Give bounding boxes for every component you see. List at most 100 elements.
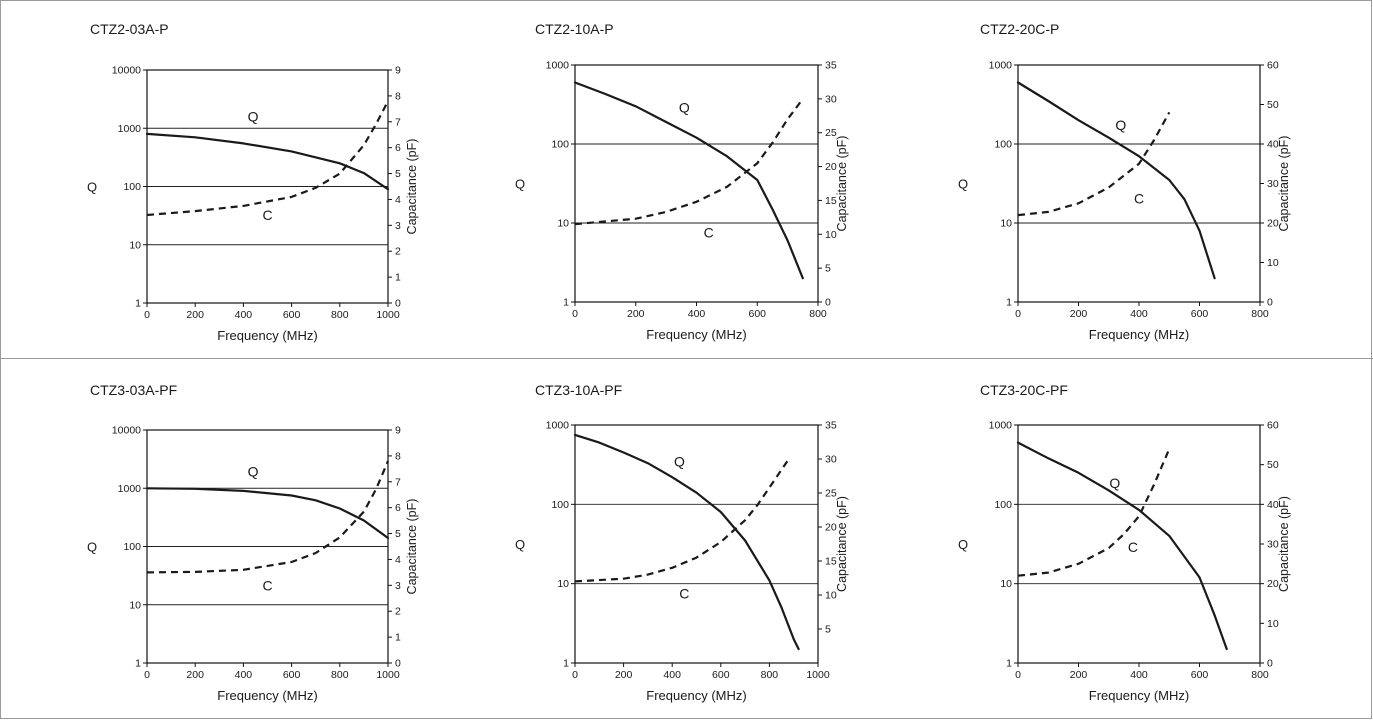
y-right-tick-label: 0 <box>825 297 831 309</box>
q-curve <box>573 81 804 280</box>
y-left-tick-label: 10 <box>557 578 569 590</box>
y-right-tick-label: 8 <box>395 450 401 462</box>
x-axis-label: Frequency (MHz) <box>217 688 317 703</box>
y-right-axis-label: Capacitance (pF) <box>835 136 849 232</box>
x-tick-label: 600 <box>712 669 730 681</box>
x-tick-label: 400 <box>235 669 253 681</box>
curve-label: Q <box>248 109 259 125</box>
x-axis-label: Frequency (MHz) <box>646 688 746 703</box>
y-left-tick-label: 1000 <box>546 60 570 72</box>
y-right-tick-label: 15 <box>825 556 837 568</box>
x-tick-label: 200 <box>186 669 204 681</box>
x-axis-label: Frequency (MHz) <box>646 327 746 342</box>
y-right-tick-label: 0 <box>1267 297 1273 309</box>
y-right-axis-label: Capacitance (pF) <box>405 499 419 595</box>
y-left-tick-label: 1 <box>135 658 141 670</box>
chart-title: CTZ2-20C-P <box>980 21 1059 37</box>
x-tick-label: 800 <box>1251 308 1269 320</box>
y-left-tick-label: 10 <box>129 239 141 251</box>
c-curve <box>146 100 389 217</box>
y-left-tick-label: 100 <box>994 499 1012 511</box>
x-axis-label: Frequency (MHz) <box>217 328 317 343</box>
y-right-tick-label: 2 <box>395 246 401 258</box>
y-right-tick-label: 30 <box>1267 539 1279 551</box>
x-axis-label: Frequency (MHz) <box>1089 688 1189 703</box>
y-right-tick-label: 3 <box>395 220 401 232</box>
y-left-axis-label: Q <box>87 540 97 555</box>
curve-label: C <box>262 207 272 223</box>
plot-area <box>574 424 819 664</box>
y-right-tick-label: 20 <box>825 522 837 534</box>
y-right-tick-label: 4 <box>395 194 401 206</box>
y-right-tick-label: 40 <box>1267 139 1279 151</box>
y-right-tick-label: 6 <box>395 502 401 514</box>
y-right-tick-label: 2 <box>395 606 401 618</box>
y-right-tick-label: 10 <box>825 590 837 602</box>
curve-label: C <box>1128 539 1138 555</box>
plot-area <box>1017 64 1261 303</box>
chart-panel: CTZ2-10A-P 1 10 100 1000 0 5 10 15 20 25 30 35 0 200 40… <box>515 21 849 342</box>
y-right-tick-label: 60 <box>1267 420 1279 432</box>
y-right-tick-label: 60 <box>1267 60 1279 72</box>
y-left-axis-label: Q <box>515 177 525 192</box>
curve-label: C <box>679 585 689 601</box>
curve-label: C <box>262 578 272 594</box>
y-right-tick-label: 5 <box>395 168 401 180</box>
x-tick-label: 800 <box>809 308 827 320</box>
y-left-tick-label: 1000 <box>118 483 142 495</box>
x-tick-label: 1000 <box>806 669 830 681</box>
y-left-tick-label: 1 <box>563 658 569 670</box>
y-left-axis-label: Q <box>958 537 968 552</box>
curve-label: C <box>1134 190 1144 206</box>
x-tick-label: 200 <box>615 669 633 681</box>
y-right-tick-label: 35 <box>825 420 837 432</box>
y-left-tick-label: 10 <box>1000 578 1012 590</box>
y-right-tick-label: 0 <box>395 298 401 310</box>
q-curve <box>145 132 390 191</box>
chart-title: CTZ3-10A-PF <box>535 382 622 398</box>
x-tick-label: 0 <box>1015 308 1021 320</box>
x-tick-label: 200 <box>1070 308 1088 320</box>
y-right-tick-label: 7 <box>395 116 401 128</box>
y-right-tick-label: 1 <box>395 272 401 284</box>
x-tick-label: 600 <box>748 308 766 320</box>
c-curve <box>1017 448 1171 577</box>
y-right-tick-label: 10 <box>1267 618 1279 630</box>
y-left-tick-label: 1000 <box>546 420 570 432</box>
y-left-tick-label: 1 <box>563 297 569 309</box>
x-tick-label: 600 <box>283 669 301 681</box>
y-right-tick-label: 0 <box>395 658 401 670</box>
y-right-tick-label: 40 <box>1267 499 1279 511</box>
y-right-tick-label: 20 <box>1267 218 1279 230</box>
chart-title: CTZ3-03A-PF <box>90 382 177 398</box>
y-right-tick-label: 15 <box>825 195 837 207</box>
y-left-tick-label: 100 <box>551 139 569 151</box>
y-right-tick-label: 20 <box>825 161 837 173</box>
x-tick-label: 1000 <box>376 309 400 321</box>
c-curve <box>574 98 804 226</box>
x-tick-label: 400 <box>688 308 706 320</box>
x-tick-label: 0 <box>572 308 578 320</box>
y-right-tick-label: 25 <box>825 127 837 139</box>
y-right-tick-label: 6 <box>395 142 401 154</box>
curve-label: Q <box>679 100 690 116</box>
curve-label: Q <box>674 453 685 469</box>
x-axis-label: Frequency (MHz) <box>1089 327 1189 342</box>
c-curve <box>574 458 790 583</box>
y-left-tick-label: 10000 <box>112 65 141 77</box>
y-left-tick-label: 100 <box>123 541 141 553</box>
y-left-axis-label: Q <box>87 180 97 195</box>
x-tick-label: 800 <box>1251 669 1269 681</box>
x-tick-label: 400 <box>663 669 681 681</box>
x-tick-label: 600 <box>1191 669 1209 681</box>
y-left-axis-label: Q <box>515 537 525 552</box>
y-right-tick-label: 30 <box>825 93 837 105</box>
q-curve <box>1016 81 1216 280</box>
x-tick-label: 0 <box>1015 669 1021 681</box>
y-right-tick-label: 50 <box>1267 99 1279 111</box>
y-right-tick-label: 20 <box>1267 578 1279 590</box>
